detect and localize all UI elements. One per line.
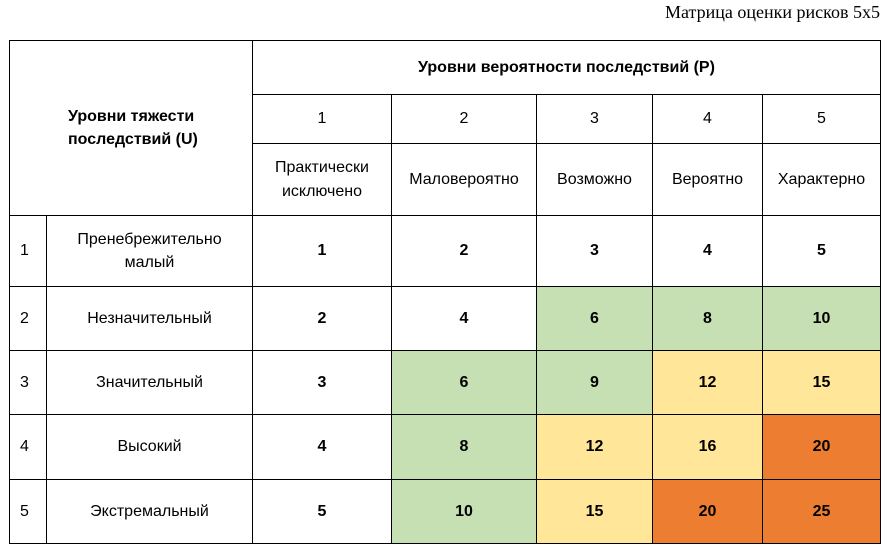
risk-cell: 9 (536, 350, 653, 415)
risk-cell: 3 (536, 215, 653, 287)
risk-cell: 2 (391, 215, 537, 287)
probability-level-number: 2 (391, 94, 537, 144)
severity-row: 2 Незначительный 2 4 6 8 10 (9, 286, 881, 351)
severity-level-number: 4 (9, 414, 47, 480)
severity-level-number: 1 (9, 215, 47, 287)
severity-level-label: Значительный (46, 350, 253, 415)
probability-level-label: Вероятно (652, 143, 763, 216)
document-caption: Матрица оценки рисков 5х5 (665, 2, 880, 22)
probability-header-row: Уровни тяжести последствий (U) Уровни ве… (9, 40, 881, 216)
probability-number-row: 1 2 3 4 5 (10, 94, 881, 144)
risk-cell: 20 (652, 479, 763, 544)
risk-cell: 12 (536, 414, 653, 480)
risk-cell: 3 (252, 350, 392, 415)
severity-level-number: 5 (9, 479, 47, 544)
risk-cell: 12 (652, 350, 763, 415)
risk-cell: 15 (536, 479, 653, 544)
risk-matrix-table: Уровни тяжести последствий (U) Уровни ве… (9, 40, 881, 544)
probability-level-number: 1 (252, 94, 392, 144)
risk-cell: 25 (762, 479, 881, 544)
severity-level-label: Незначительный (46, 286, 253, 351)
risk-cell: 5 (252, 479, 392, 544)
probability-level-label: Возможно (536, 143, 653, 216)
severity-level-label: Высокий (46, 414, 253, 480)
risk-cell: 16 (652, 414, 763, 480)
risk-cell: 15 (762, 350, 881, 415)
risk-cell: 4 (391, 286, 537, 351)
risk-cell: 6 (391, 350, 537, 415)
risk-cell: 4 (652, 215, 763, 287)
probability-level-label: Характерно (762, 143, 881, 216)
risk-cell: 4 (252, 414, 392, 480)
severity-level-number: 2 (9, 286, 47, 351)
severity-header: Уровни тяжести последствий (U) (9, 40, 253, 216)
severity-level-label: Пренебрежительно малый (46, 215, 253, 287)
risk-cell: 10 (762, 286, 881, 351)
probability-header: Уровни вероятности последствий (P) (252, 40, 881, 95)
risk-cell: 1 (252, 215, 392, 287)
probability-level-number: 5 (762, 94, 881, 144)
risk-cell: 10 (391, 479, 537, 544)
severity-level-number: 3 (9, 350, 47, 415)
severity-level-label: Экстремальный (46, 479, 253, 544)
severity-row: 5 Экстремальный 5 10 15 20 25 (9, 479, 881, 544)
risk-cell: 2 (252, 286, 392, 351)
risk-cell: 5 (762, 215, 881, 287)
severity-row: 1 Пренебрежительно малый 1 2 3 4 5 (9, 215, 881, 287)
risk-cell: 20 (762, 414, 881, 480)
severity-row: 3 Значительный 3 6 9 12 15 (9, 350, 881, 415)
risk-cell: 6 (536, 286, 653, 351)
risk-cell: 8 (652, 286, 763, 351)
probability-level-number: 3 (536, 94, 653, 144)
risk-cell: 8 (391, 414, 537, 480)
probability-level-number: 4 (652, 94, 763, 144)
severity-row: 4 Высокий 4 8 12 16 20 (9, 414, 881, 480)
probability-level-label: Маловероятно (391, 143, 537, 216)
probability-level-label: Практически исключено (252, 143, 392, 216)
